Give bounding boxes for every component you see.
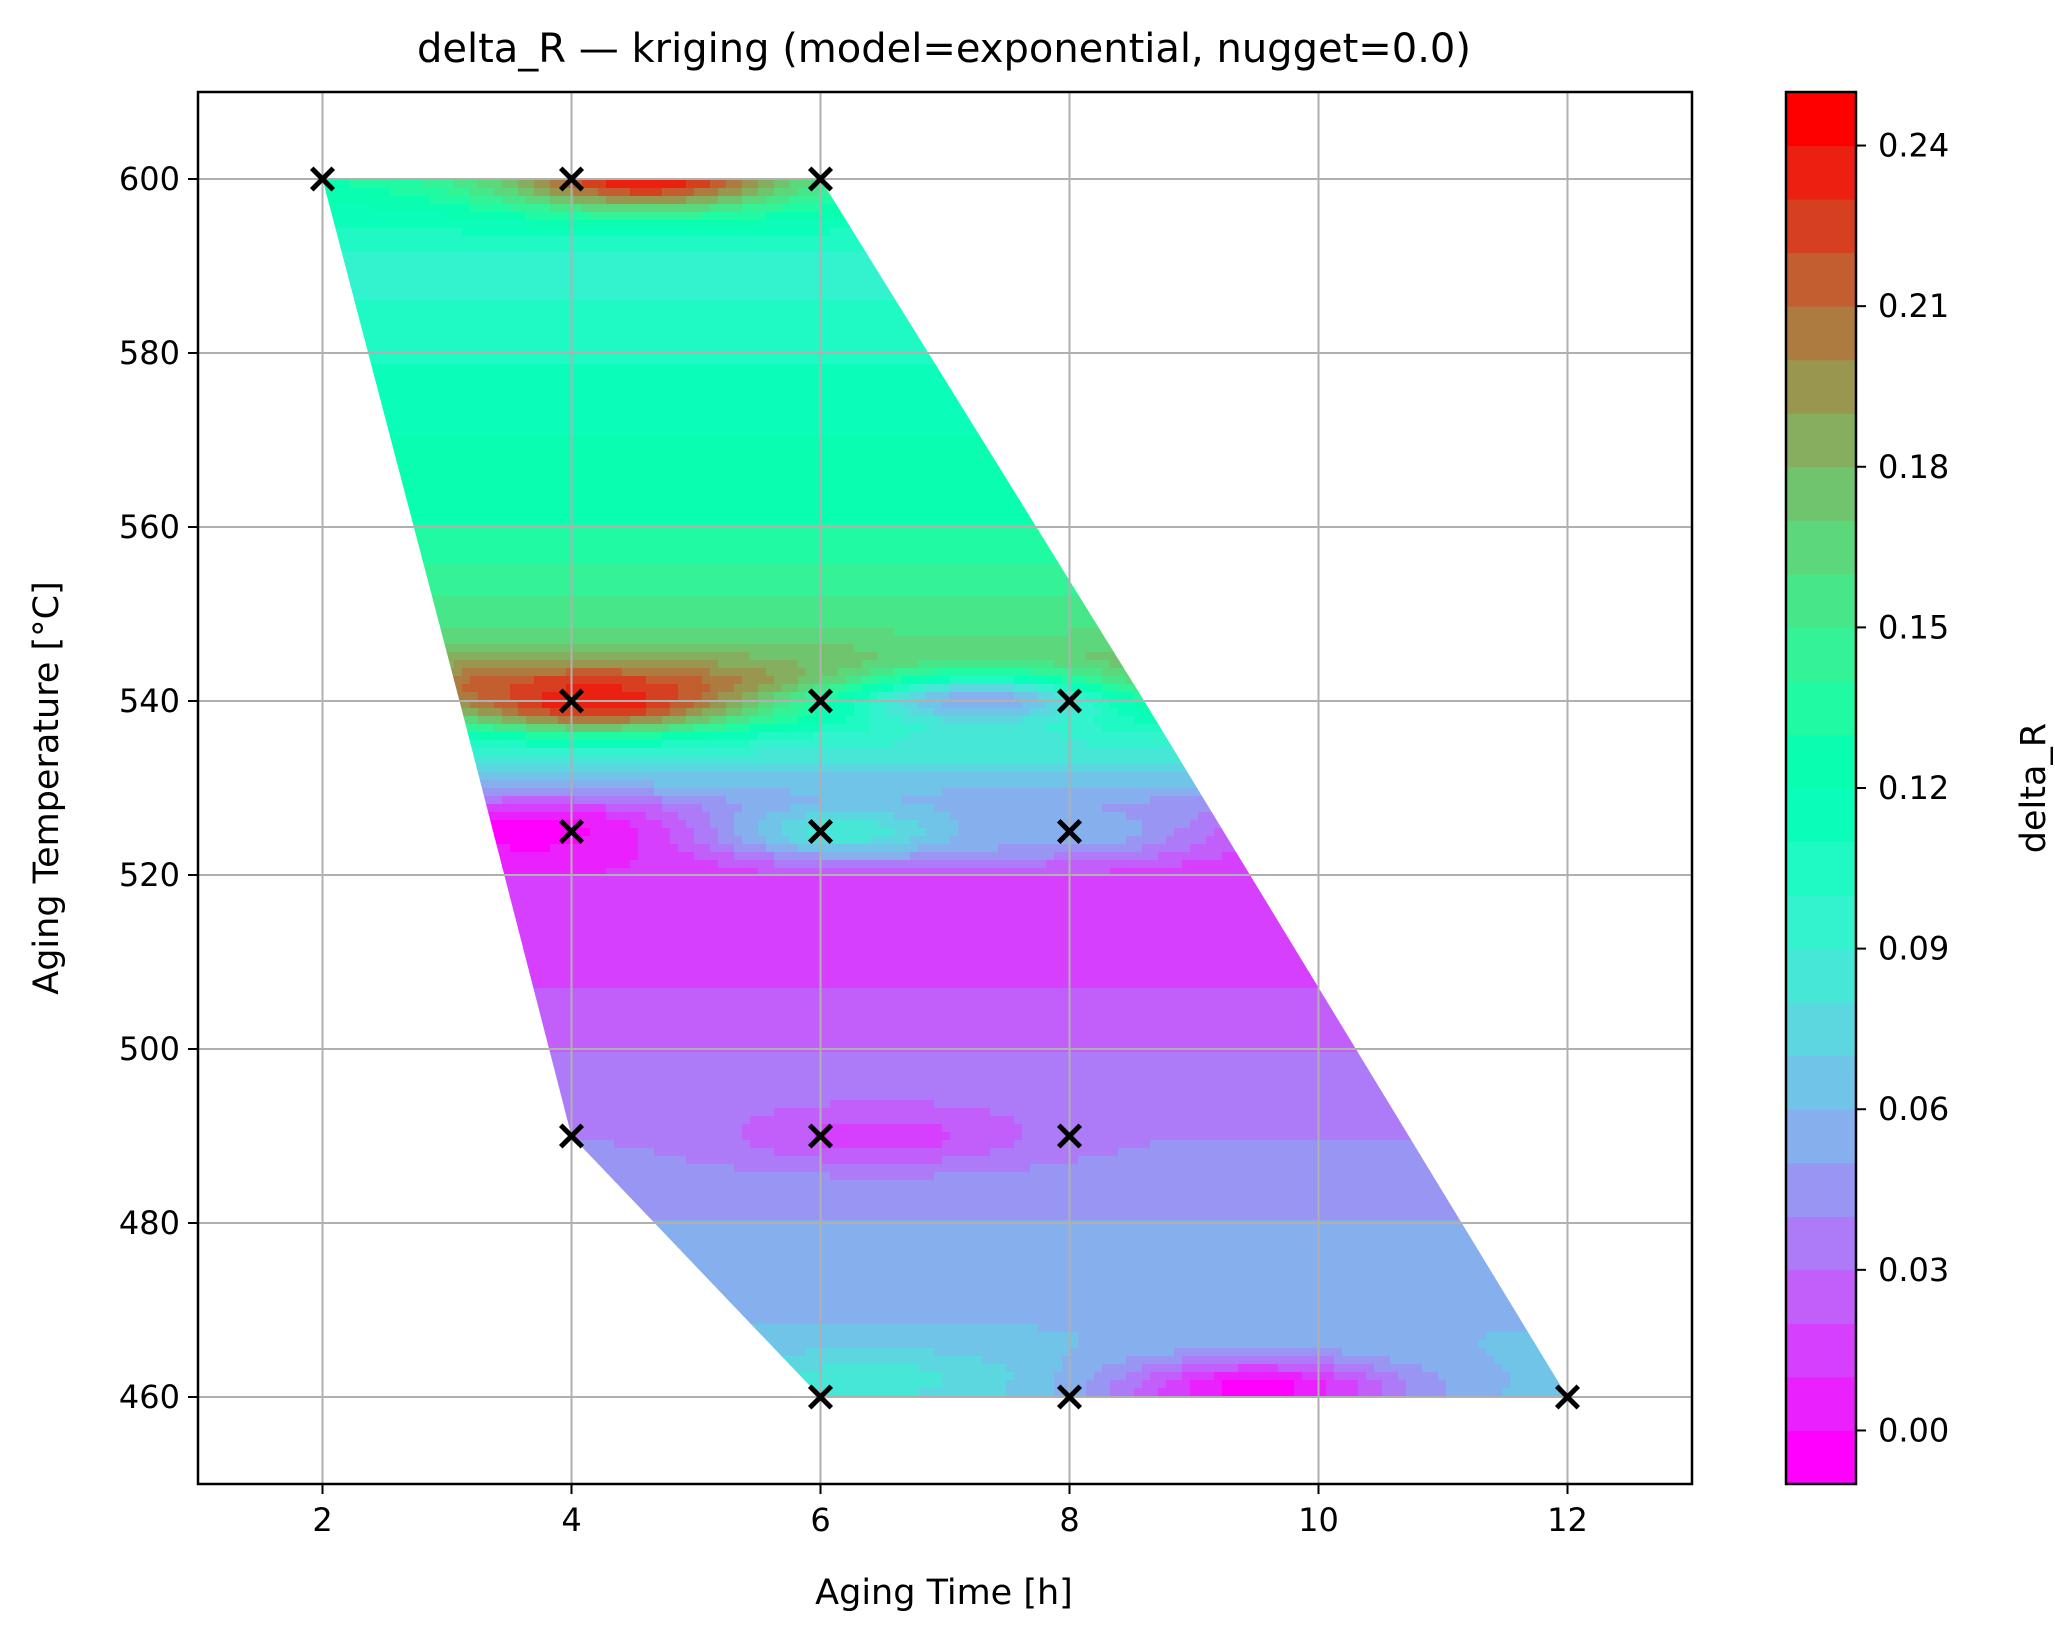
y-tick-label: 460 (119, 1378, 180, 1416)
colorbar-band (1786, 1109, 1856, 1163)
x-axis-label: Aging Time [h] (815, 1573, 1073, 1613)
colorbar (1786, 92, 1856, 1485)
colorbar-tick-label: 0.03 (1878, 1251, 1949, 1289)
colorbar-band (1786, 574, 1856, 628)
colorbar-band (1786, 1056, 1856, 1110)
x-axis-ticks: 2 4 6 8 10 12 (312, 1484, 1588, 1539)
colorbar-band (1786, 788, 1856, 842)
colorbar-ticks: 0.00 0.03 0.06 0.09 0.12 0.15 0.18 0.21 0.24 (1856, 127, 1949, 1450)
colorbar-band (1786, 1430, 1856, 1484)
x-tick-label: 2 (312, 1501, 332, 1539)
x-tick-label: 10 (1298, 1501, 1339, 1539)
y-tick-label: 540 (119, 682, 180, 720)
colorbar-tick-label: 0.09 (1878, 930, 1949, 968)
colorbar-band (1786, 1163, 1856, 1217)
colorbar-band (1786, 734, 1856, 788)
chart-title: delta_R — kriging (model=exponential, nu… (417, 26, 1471, 72)
colorbar-tick-label: 0.24 (1878, 127, 1949, 165)
colorbar-band (1786, 520, 1856, 574)
colorbar-tick-label: 0.06 (1878, 1090, 1949, 1128)
colorbar-tick-label: 0.15 (1878, 608, 1949, 646)
y-tick-label: 480 (119, 1204, 180, 1242)
colorbar-band (1786, 681, 1856, 735)
y-tick-label: 600 (119, 160, 180, 198)
colorbar-band (1786, 1270, 1856, 1324)
x-tick-label: 12 (1547, 1501, 1588, 1539)
colorbar-band (1786, 1002, 1856, 1056)
colorbar-band (1786, 949, 1856, 1003)
colorbar-band (1786, 467, 1856, 521)
colorbar-band (1786, 1216, 1856, 1270)
kriging-surface (198, 92, 1695, 1485)
colorbar-band (1786, 253, 1856, 307)
y-tick-label: 520 (119, 856, 180, 894)
colorbar-band (1786, 895, 1856, 949)
colorbar-band (1786, 1377, 1856, 1431)
colorbar-band (1786, 1323, 1856, 1377)
colorbar-band (1786, 306, 1856, 360)
x-tick-label: 4 (561, 1501, 581, 1539)
colorbar-band (1786, 146, 1856, 200)
x-tick-label: 6 (810, 1501, 830, 1539)
colorbar-tick-label: 0.12 (1878, 769, 1949, 807)
y-axis-ticks: 460 480 500 520 540 560 580 600 (119, 160, 198, 1416)
colorbar-tick-label: 0.00 (1878, 1411, 1949, 1449)
colorbar-tick-label: 0.18 (1878, 448, 1949, 486)
y-tick-label: 560 (119, 508, 180, 546)
colorbar-band (1786, 842, 1856, 896)
colorbar-band (1786, 627, 1856, 681)
y-axis-label: Aging Temperature [°C] (27, 581, 67, 995)
y-tick-label: 500 (119, 1030, 180, 1068)
colorbar-band (1786, 413, 1856, 467)
colorbar-tick-label: 0.21 (1878, 287, 1949, 325)
y-tick-label: 580 (119, 334, 180, 372)
colorbar-band (1786, 199, 1856, 253)
colorbar-band (1786, 360, 1856, 414)
colorbar-band (1786, 92, 1856, 146)
colorbar-label: delta_R (2014, 723, 2054, 853)
x-tick-label: 8 (1059, 1501, 1079, 1539)
